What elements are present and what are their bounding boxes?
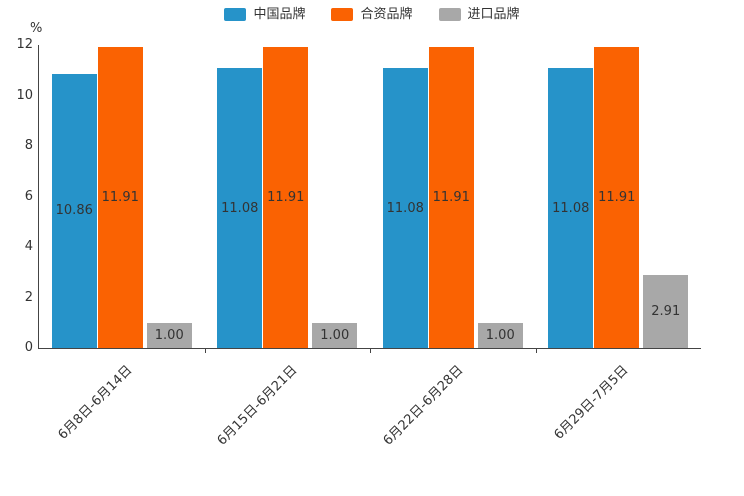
x-category-label-2: 6月22日-6月28日 [380,362,467,449]
legend-item-1[interactable]: 合资品牌 [331,7,413,22]
legend-swatch-icon [331,8,354,21]
y-tick-label: 8 [24,138,33,153]
x-category-label-0: 6月8日-6月14日 [55,362,136,443]
bar-value-label: 2.91 [651,303,681,319]
bar-series0-cat3: 11.08 [548,68,594,348]
bar-series0-cat2: 11.08 [382,68,428,348]
legend: 中国品牌 合资品牌 进口品牌 [0,8,744,21]
legend-swatch-icon [224,8,247,21]
bar-series2-cat1: 1.00 [312,322,358,348]
bar-series1-cat3: 11.91 [594,47,640,348]
y-tick-label: 12 [16,37,33,52]
bar-series1-cat2: 11.91 [428,47,474,348]
plot-area: 0 2 4 6 8 10 12 10.86 11.91 1.00 6月8日-6月14日 11.08 11… [16,38,701,449]
bar-value-label: 11.08 [552,200,590,216]
y-axis-unit-label: % [30,21,43,36]
x-category-label-3: 6月29日-7月5日 [551,362,632,443]
legend-label: 进口品牌 [467,7,520,22]
legend-item-0[interactable]: 中国品牌 [224,8,305,21]
legend-swatch-icon [438,8,461,21]
bar-value-label: 1.00 [485,327,515,343]
bar-series0-cat0: 10.86 [51,73,97,348]
y-tick-label: 4 [24,239,33,254]
y-tick-label: 10 [16,87,33,103]
bar-value-label: 11.91 [432,190,470,206]
bar-value-label: 11.91 [101,190,139,206]
y-tick-label: 0 [24,340,33,355]
legend-label: 合资品牌 [360,7,413,22]
bar-series1-cat1: 11.91 [263,47,309,348]
bar-series1-cat0: 11.91 [97,47,143,348]
x-axis-tick [204,348,206,353]
bar-value-label: 1.00 [154,327,184,343]
bar-series2-cat2: 1.00 [477,322,523,348]
bar-series0-cat1: 11.08 [217,68,263,348]
legend-label: 中国品牌 [253,7,306,22]
y-tick-label: 6 [24,188,33,204]
bar-value-label: 11.91 [267,190,305,206]
y-tick-label: 2 [24,289,33,305]
bar-value-label: 1.00 [320,327,350,343]
legend-item-2[interactable]: 进口品牌 [438,7,520,22]
x-category-label-1: 6月15日-6月21日 [214,362,301,449]
bar-value-label: 11.08 [221,200,259,216]
bar-value-label: 11.08 [386,200,424,216]
x-axis-tick [370,348,371,353]
bar-value-label: 11.91 [598,190,636,206]
bar-value-label: 10.86 [55,203,93,219]
x-axis-tick [535,348,537,353]
bar-series2-cat3: 2.91 [643,274,689,348]
bar-series2-cat0: 1.00 [146,322,192,348]
